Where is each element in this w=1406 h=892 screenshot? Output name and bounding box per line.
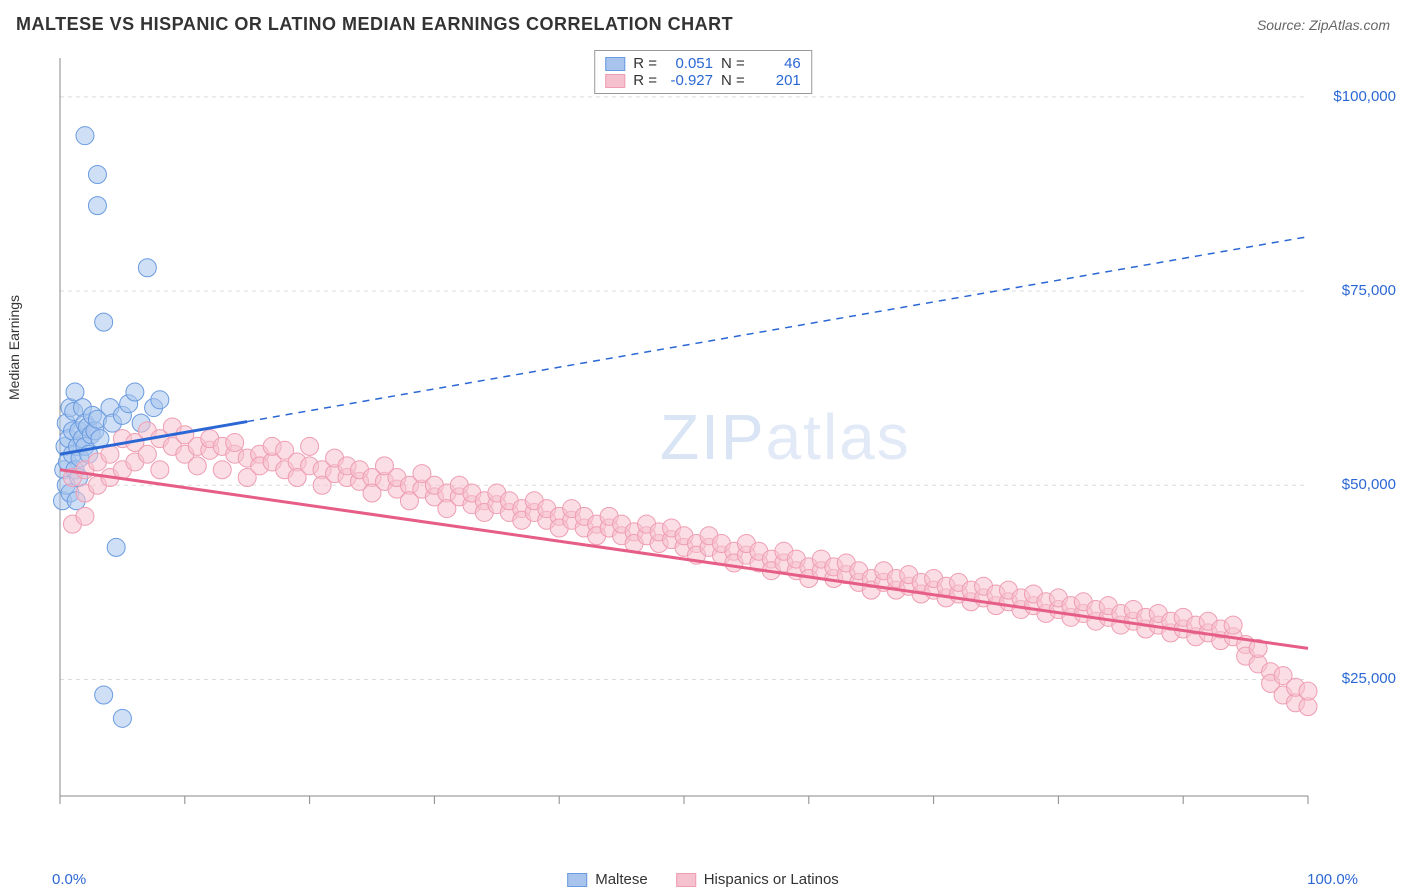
legend-swatch [676, 873, 696, 887]
y-tick-label: $50,000 [1342, 476, 1396, 493]
chart-svg [48, 48, 1358, 818]
x-max-label: 100.0% [1307, 871, 1358, 888]
y-tick-label: $100,000 [1333, 88, 1396, 105]
y-axis-label: Median Earnings [6, 295, 22, 400]
legend-n-label: N = [721, 72, 745, 89]
legend-row: R = 0.051 N = 46 [605, 55, 801, 72]
x-min-label: 0.0% [52, 871, 86, 888]
legend-n-label: N = [721, 55, 745, 72]
legend-r-label: R = [633, 72, 657, 89]
legend-item: Maltese [567, 871, 648, 888]
legend-n-value: 46 [753, 55, 801, 72]
source-prefix: Source: [1257, 17, 1309, 33]
legend-n-value: 201 [753, 72, 801, 89]
legend-swatch [605, 74, 625, 88]
title-bar: MALTESE VS HISPANIC OR LATINO MEDIAN EAR… [16, 14, 1390, 35]
chart-title: MALTESE VS HISPANIC OR LATINO MEDIAN EAR… [16, 14, 733, 35]
y-tick-label: $75,000 [1342, 282, 1396, 299]
legend-r-value: -0.927 [665, 72, 713, 89]
chart-plot [48, 48, 1358, 818]
legend-item: Hispanics or Latinos [676, 871, 839, 888]
legend-series: Maltese Hispanics or Latinos [567, 871, 839, 888]
source-site: ZipAtlas.com [1309, 17, 1390, 33]
legend-swatch [567, 873, 587, 887]
legend-swatch [605, 57, 625, 71]
legend-label: Maltese [595, 871, 648, 888]
y-tick-label: $25,000 [1342, 670, 1396, 687]
legend-row: R = -0.927 N = 201 [605, 72, 801, 89]
legend-r-label: R = [633, 55, 657, 72]
legend-label: Hispanics or Latinos [704, 871, 839, 888]
source-text: Source: ZipAtlas.com [1257, 17, 1390, 33]
legend-correlation: R = 0.051 N = 46 R = -0.927 N = 201 [594, 50, 812, 94]
legend-r-value: 0.051 [665, 55, 713, 72]
